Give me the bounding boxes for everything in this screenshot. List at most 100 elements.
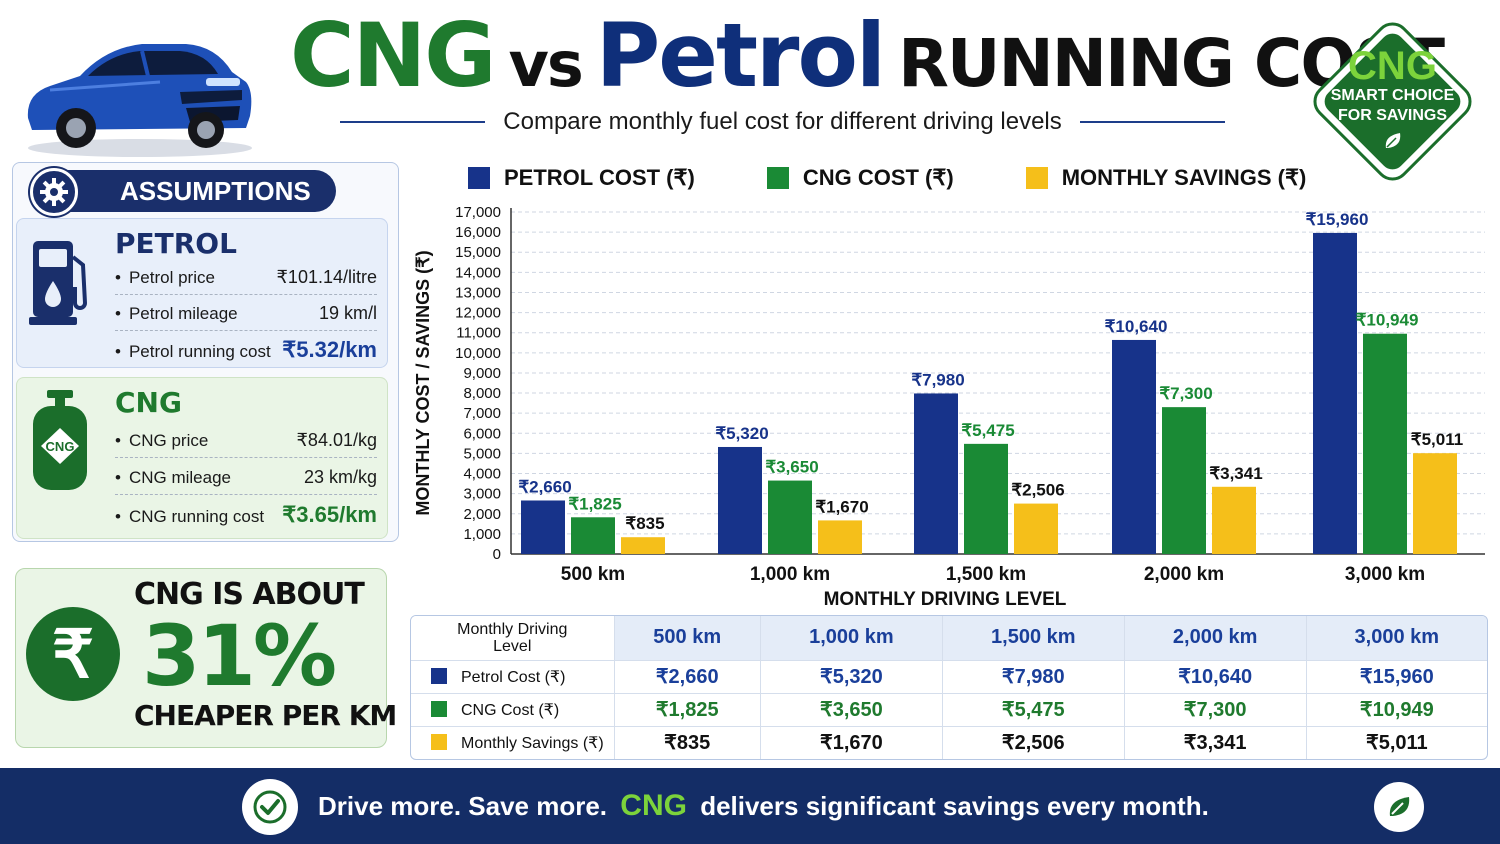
- table-column-header: 3,000 km: [1306, 616, 1487, 661]
- title-cng: CNG: [290, 4, 496, 107]
- fuel-pump-icon: [29, 241, 88, 325]
- x-tick-label: 1,500 km: [946, 564, 1026, 585]
- y-tick-label: 4,000: [463, 466, 501, 483]
- y-axis-label: MONTHLY COST / SAVINGS (₹): [413, 250, 433, 515]
- x-tick-label: 2,000 km: [1144, 564, 1224, 585]
- y-tick-label: 11,000: [456, 325, 501, 342]
- bar-cng: [571, 517, 615, 554]
- promo-top-text: CNG IS ABOUT: [134, 577, 365, 612]
- table-corner-line2: Level: [493, 637, 532, 655]
- data-label-savings: ₹1,670: [815, 497, 868, 516]
- y-tick-label: 17,000: [455, 204, 501, 221]
- petrol-price-label: Petrol price: [115, 268, 215, 288]
- table-corner-line1: Monthly Driving: [457, 620, 568, 638]
- table-cell: ₹5,011: [1365, 732, 1428, 755]
- table-column-header: 2,000 km: [1124, 616, 1307, 661]
- table-column-header: 1,000 km: [760, 616, 943, 661]
- y-tick-label: 0: [493, 546, 501, 563]
- subtitle-rule-left: [340, 121, 486, 123]
- data-label-savings: ₹3,341: [1209, 464, 1262, 483]
- legend-item-savings: MONTHLY SAVINGS (₹): [1025, 165, 1307, 191]
- data-label-savings: ₹2,506: [1011, 481, 1064, 500]
- chart-legend: PETROL COST (₹) CNG COST (₹) MONTHLY SAV…: [468, 162, 1378, 194]
- x-axis-label: MONTHLY DRIVING LEVEL: [824, 589, 1067, 610]
- cng-mileage-value: 23 km/kg: [303, 467, 377, 487]
- cng-mileage-row: CNG mileage 23 km/kg: [115, 467, 377, 495]
- page-title: CNG vs Petrol RUNNING COST: [290, 4, 1445, 107]
- x-tick-label: 3,000 km: [1345, 564, 1425, 585]
- badge-content: CNG SMART CHOICE FOR SAVINGS: [1305, 14, 1480, 189]
- table-cell: ₹7,300: [1124, 693, 1307, 727]
- table-column-header: 1,500 km: [942, 616, 1125, 661]
- petrol-running-cost-value: ₹5.32/km: [282, 337, 377, 362]
- assumptions-heading: ASSUMPTIONS: [30, 170, 336, 212]
- bar-petrol: [1313, 232, 1357, 554]
- legend-swatch-cng: [766, 167, 789, 189]
- y-tick-label: 3,000: [463, 486, 501, 503]
- cng-title: CNG: [115, 386, 182, 419]
- car-illustration: [27, 44, 252, 157]
- subtitle-row: Compare monthly fuel cost for different …: [340, 106, 1226, 138]
- footer-banner: Drive more. Save more. CNG delivers sign…: [0, 768, 1500, 844]
- table-row-label: Petrol Cost (₹): [411, 660, 615, 694]
- y-tick-label: 8,000: [463, 385, 501, 402]
- table-cell: ₹5,475: [942, 693, 1125, 727]
- subtitle: Compare monthly fuel cost for different …: [503, 108, 1062, 135]
- data-label-cng: ₹1,825: [568, 494, 621, 513]
- bar-cng: [768, 480, 812, 554]
- badge-diamond-shape: [1313, 22, 1472, 181]
- table-cell: ₹835: [614, 726, 761, 759]
- legend-label-cng: CNG COST (₹): [802, 165, 954, 190]
- badge-cng-text: CNG: [1348, 43, 1437, 88]
- y-tick-label: 15,000: [455, 244, 501, 261]
- petrol-assumptions-card: PETROL Petrol price ₹101.14/litre Petrol…: [16, 218, 388, 368]
- y-tick-label: 6,000: [463, 425, 501, 442]
- table-cell: ₹3,650: [760, 693, 943, 727]
- y-tick-label: 10,000: [455, 345, 501, 362]
- bar-savings: [621, 537, 665, 554]
- y-tick-label: 2,000: [463, 506, 501, 523]
- legend-item-cng: CNG COST (₹): [766, 165, 954, 191]
- y-tick-label: 7,000: [463, 405, 501, 422]
- table-cell: ₹1,825: [614, 693, 761, 727]
- petrol-mileage-row: Petrol mileage 19 km/l: [115, 303, 377, 331]
- row-label-cng: CNG Cost (₹): [461, 701, 560, 719]
- petrol-price-row: Petrol price ₹101.14/litre: [115, 267, 377, 295]
- table-row-petrol: Petrol Cost (₹) ₹2,660 ₹5,320 ₹7,980 ₹10…: [411, 660, 1487, 694]
- cng-running-cost-label: CNG running cost: [115, 507, 264, 527]
- checkmark-icon: [242, 779, 298, 835]
- cng-mileage-label: CNG mileage: [115, 468, 231, 488]
- table-row-label: Monthly Savings (₹): [411, 726, 615, 759]
- table-cell: ₹2,506: [942, 726, 1125, 759]
- table-row-cng: CNG Cost (₹) ₹1,825 ₹3,650 ₹5,475 ₹7,300…: [411, 693, 1487, 727]
- row-swatch-petrol: [431, 667, 447, 684]
- data-label-petrol: ₹7,980: [911, 370, 964, 389]
- petrol-price-value: ₹101.14/litre: [276, 267, 377, 287]
- y-tick-label: 13,000: [455, 284, 501, 301]
- table-cell: ₹7,980: [942, 660, 1125, 694]
- bar-cng: [1363, 333, 1407, 554]
- table-row-savings: Monthly Savings (₹) ₹835 ₹1,670 ₹2,506 ₹…: [411, 726, 1487, 759]
- bar-savings: [818, 520, 862, 554]
- footer-text: Drive more. Save more. CNG delivers sign…: [318, 768, 1209, 844]
- data-label-cng: ₹10,949: [1356, 311, 1419, 330]
- row-label-petrol: Petrol Cost (₹): [461, 668, 566, 686]
- data-label-petrol: ₹10,640: [1105, 317, 1168, 336]
- table-cell: ₹15,960: [1306, 660, 1487, 694]
- footer-part2: delivers significant savings every month…: [700, 791, 1209, 821]
- badge-line2: FOR SAVINGS: [1337, 106, 1448, 124]
- subtitle-rule-right: [1079, 121, 1226, 123]
- bar-savings: [1212, 486, 1256, 554]
- bar-petrol: [1112, 339, 1156, 554]
- cng-price-row: CNG price ₹84.01/kg: [115, 430, 377, 458]
- data-label-cng: ₹3,650: [765, 458, 818, 477]
- y-tick-label: 1,000: [463, 526, 501, 543]
- y-tick-label: 16,000: [455, 224, 501, 241]
- badge-line1: SMART CHOICE: [1330, 86, 1455, 104]
- data-label-cng: ₹5,475: [961, 421, 1014, 440]
- bar-chart: 0 1,000 2,000 3,000 4,000 5,000 6,000 7,000 8,00…: [413, 204, 1485, 610]
- bar-cng: [964, 443, 1008, 554]
- cng-cylinder-icon: [33, 390, 87, 490]
- footer-part1: Drive more. Save more.: [318, 791, 608, 821]
- legend-label-savings: MONTHLY SAVINGS (₹): [1061, 165, 1307, 190]
